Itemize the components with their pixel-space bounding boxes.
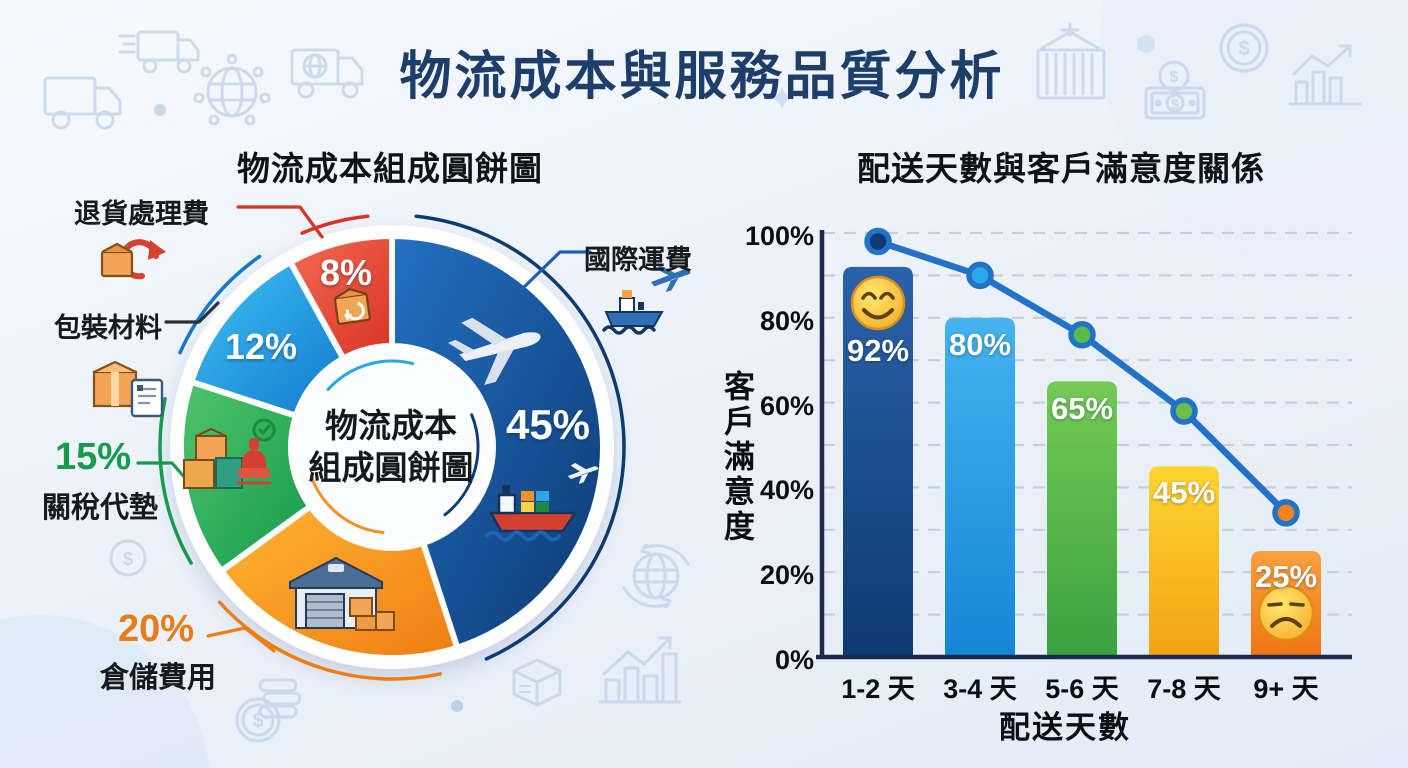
svg-text:$: $: [1171, 96, 1179, 112]
x-axis-title: 配送天數: [999, 710, 1131, 745]
y-axis-title: 客戶滿意度: [719, 370, 754, 545]
xtick-1-2: 1-2 天: [841, 674, 915, 704]
pie-outer-arc-1: [217, 600, 442, 681]
slice-value-packaging: 12%: [224, 326, 298, 367]
axes: [816, 230, 1352, 660]
svg-text:$: $: [252, 710, 263, 732]
pie-outer-arc-2: [158, 397, 193, 565]
page-title: 物流成本與服務品質分析: [399, 48, 1005, 106]
leader-line-packaging: [164, 301, 220, 324]
leader-line-warehouse: [206, 626, 276, 653]
return-parcel-icon: [333, 288, 371, 325]
ytick-40: 40%: [759, 475, 814, 505]
bar-value-label: 65%: [1050, 391, 1114, 426]
dot-decoration: [154, 104, 166, 116]
bar-0: [843, 266, 913, 657]
bar-value-label: 80%: [948, 327, 1012, 362]
leader-line-international: [518, 250, 592, 293]
pie-inner-arc-0: [326, 359, 415, 391]
pie-slice-0: [389, 233, 606, 651]
globe-network-icon: [193, 53, 271, 126]
speeding-truck-icon: [118, 30, 200, 74]
xtick-5-6: 5-6 天: [1045, 674, 1119, 704]
sad-face-icon: [1257, 584, 1315, 642]
pie-center-line1: 物流成本: [325, 406, 457, 444]
pie-center-line2: 組成圓餅圖: [308, 449, 474, 486]
pie-chart-title: 物流成本組成圓餅圖: [237, 150, 543, 187]
pie-center-label: 物流成本 組成圓餅圖: [309, 405, 474, 489]
callout-customs-label: 關稅代墊: [42, 492, 159, 524]
dot-decoration: [1137, 35, 1155, 53]
delivery-truck-globe-icon: [290, 48, 364, 99]
airplane-icon: [448, 317, 541, 385]
ytick-0: 0%: [774, 645, 814, 675]
pie-hole: [295, 350, 489, 544]
svg-text:$: $: [1170, 69, 1179, 86]
bar-value-label: 45%: [1152, 475, 1216, 510]
package-box-icon: [512, 658, 562, 707]
shipping-container-icon: [1036, 22, 1106, 100]
pie-outer-arc-0: [414, 214, 626, 661]
pie-outer-arc-4: [300, 214, 370, 235]
bar-chart-icon: [598, 636, 682, 704]
ship-and-plane-icon: [602, 265, 691, 335]
callout-warehouse-pct: 20%: [118, 608, 195, 650]
growth-chart-icon: [1288, 44, 1362, 106]
background-blob: [1100, 0, 1408, 270]
callout-warehouse-label: 倉儲費用: [100, 662, 217, 694]
coins-stack-icon: $: [235, 678, 302, 743]
cargo-ship-icon: [485, 463, 599, 542]
callout-packaging-label: 包裝材料: [54, 313, 162, 343]
svg-text:$: $: [123, 549, 133, 569]
packaging-box-icon: [92, 360, 164, 418]
slice-value-international: 45%: [505, 401, 591, 448]
ytick-20: 20%: [759, 560, 814, 590]
bar-1: [945, 317, 1015, 657]
bar-chart-title: 配送天數與客戶滿意度關係: [857, 150, 1265, 187]
line-marker-0: [864, 227, 892, 256]
line-marker-4: [1272, 499, 1300, 527]
pie-inner-arc-1: [443, 413, 480, 517]
xtick-3-4: 3-4 天: [943, 674, 1017, 704]
line-marker-3: [1170, 397, 1198, 425]
ytick-60: 60%: [759, 391, 814, 421]
dollar-circle-icon: $: [109, 539, 147, 577]
dollar-coin-icon: $: [1219, 23, 1269, 73]
line-marker-2: [1068, 321, 1096, 349]
line-marker-1: [966, 261, 994, 290]
background-blob: [0, 615, 210, 768]
xtick-9plus: 9+ 天: [1253, 674, 1319, 704]
dot-decoration: [451, 700, 463, 712]
ytick-100: 100%: [744, 221, 814, 251]
bar-value-label: 25%: [1254, 559, 1318, 594]
bar-value-label: 92%: [846, 333, 910, 368]
leader-line-returns: [236, 205, 324, 239]
happy-face-icon: [850, 275, 906, 331]
svg-text:$: $: [1238, 38, 1249, 60]
warehouse-icon: [289, 556, 395, 631]
leader-line-customs: [136, 461, 188, 481]
customs-stamp-icon: [183, 418, 276, 489]
sparkle-icon: [770, 86, 794, 110]
callout-international-label: 國際運費: [584, 245, 692, 275]
bar-2: [1047, 381, 1117, 657]
bar-3: [1149, 466, 1219, 657]
pie-inner-arc-2: [309, 474, 385, 535]
callout-customs-pct: 15%: [55, 436, 132, 478]
truck-icon: [43, 76, 122, 130]
ytick-80: 80%: [759, 306, 814, 336]
money-bill-icon: $ $: [1144, 60, 1206, 120]
xtick-7-8: 7-8 天: [1147, 674, 1221, 704]
return-box-icon: [100, 239, 166, 280]
pie-outer-arc-3: [178, 254, 262, 355]
slice-value-returns: 8%: [319, 252, 373, 293]
globe-sync-icon: [622, 543, 690, 609]
callout-returns-label: 退貨處理費: [74, 199, 209, 229]
